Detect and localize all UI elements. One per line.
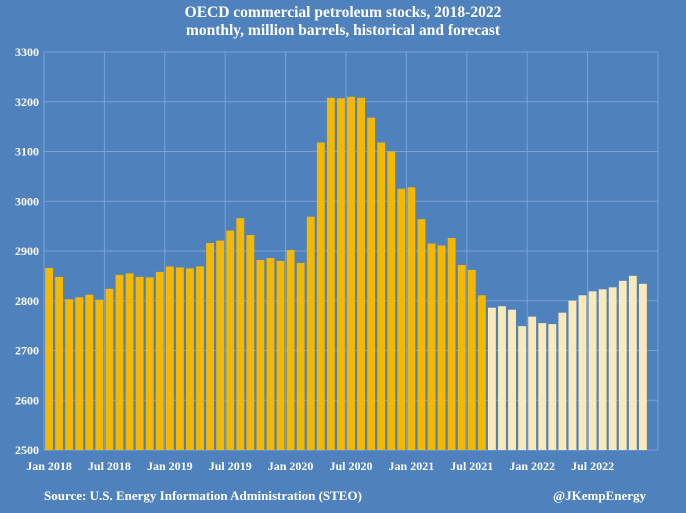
- historical-bar: [357, 97, 365, 451]
- historical-bar: [65, 299, 74, 450]
- y-tick-label: 3000: [15, 194, 39, 208]
- chart-subtitle: monthly, million barrels, historical and…: [185, 22, 501, 39]
- historical-bar: [286, 250, 295, 450]
- historical-bar: [477, 295, 486, 450]
- historical-bar: [437, 245, 446, 450]
- y-tick-label: 2500: [15, 443, 39, 457]
- historical-bar: [216, 240, 225, 450]
- historical-bar: [427, 243, 436, 450]
- historical-bar: [45, 267, 53, 450]
- y-tick-label: 2900: [15, 244, 39, 258]
- forecast-bar: [578, 295, 587, 450]
- forecast-bar: [538, 323, 547, 450]
- historical-bar: [55, 276, 64, 450]
- historical-bar: [467, 269, 476, 450]
- historical-bar: [125, 273, 134, 450]
- forecast-bar: [518, 326, 527, 450]
- y-tick-label: 2800: [15, 294, 39, 308]
- forecast-bar: [598, 289, 607, 450]
- forecast-bar: [638, 283, 647, 450]
- historical-bar: [196, 266, 204, 450]
- historical-bar: [186, 268, 194, 450]
- x-tick-label: Jul 2022: [571, 459, 614, 473]
- forecast-bar: [498, 306, 506, 450]
- forecast-bar: [608, 287, 617, 450]
- historical-bar: [296, 262, 305, 450]
- historical-bar: [316, 142, 325, 451]
- historical-bar: [407, 187, 416, 450]
- historical-bar: [75, 297, 84, 450]
- forecast-bar: [618, 280, 627, 450]
- historical-bar: [417, 219, 426, 450]
- x-tick-label: Jul 2021: [450, 459, 493, 473]
- x-tick-label: Jan 2019: [147, 459, 193, 473]
- forecast-bar: [588, 291, 597, 450]
- historical-bar: [236, 218, 245, 450]
- historical-bar: [135, 276, 144, 450]
- historical-bar: [457, 264, 466, 450]
- forecast-bar: [548, 324, 557, 450]
- historical-bar: [447, 238, 456, 450]
- historical-bar: [266, 257, 275, 450]
- y-tick-label: 2700: [15, 344, 39, 358]
- forecast-bar: [487, 307, 496, 450]
- historical-bar: [85, 294, 94, 450]
- historical-bar: [397, 188, 406, 450]
- y-tick-label: 2600: [15, 393, 39, 407]
- historical-bar: [165, 266, 174, 450]
- x-tick-label: Jan 2022: [509, 459, 555, 473]
- historical-bar: [155, 271, 164, 450]
- historical-bar: [256, 259, 265, 450]
- chart-title: OECD commercial petroleum stocks, 2018-2…: [184, 4, 502, 21]
- x-tick-label: Jul 2020: [329, 459, 372, 473]
- historical-bar: [115, 274, 124, 450]
- y-tick-label: 3100: [15, 145, 39, 159]
- historical-bar: [226, 230, 235, 450]
- x-tick-label: Jul 2019: [209, 459, 252, 473]
- historical-bar: [95, 299, 104, 450]
- x-tick-label: Jul 2018: [88, 459, 131, 473]
- historical-bar: [105, 288, 114, 450]
- historical-bar: [206, 243, 215, 450]
- historical-bar: [306, 216, 315, 450]
- x-tick-label: Jan 2018: [26, 459, 72, 473]
- forecast-bar: [558, 312, 567, 450]
- historical-bar: [246, 235, 255, 450]
- historical-bar: [276, 260, 285, 450]
- forecast-bar: [528, 316, 537, 450]
- author-credit: @JKempEnergy: [553, 488, 646, 503]
- y-tick-label: 3200: [15, 95, 39, 109]
- historical-bar: [145, 277, 154, 450]
- y-tick-label: 3300: [15, 45, 39, 59]
- x-tick-label: Jan 2021: [389, 459, 435, 473]
- historical-bar: [367, 117, 376, 451]
- historical-bar: [377, 142, 386, 451]
- source-note: Source: U.S. Energy Information Administ…: [44, 488, 362, 503]
- historical-bar: [387, 151, 396, 450]
- historical-bar: [337, 98, 345, 450]
- x-tick-label: Jan 2020: [268, 459, 314, 473]
- forecast-bar: [508, 309, 516, 450]
- historical-bar: [326, 97, 335, 451]
- historical-bar: [175, 267, 184, 450]
- forecast-bar: [568, 300, 577, 450]
- historical-bar: [347, 96, 355, 451]
- forecast-bar: [628, 275, 637, 450]
